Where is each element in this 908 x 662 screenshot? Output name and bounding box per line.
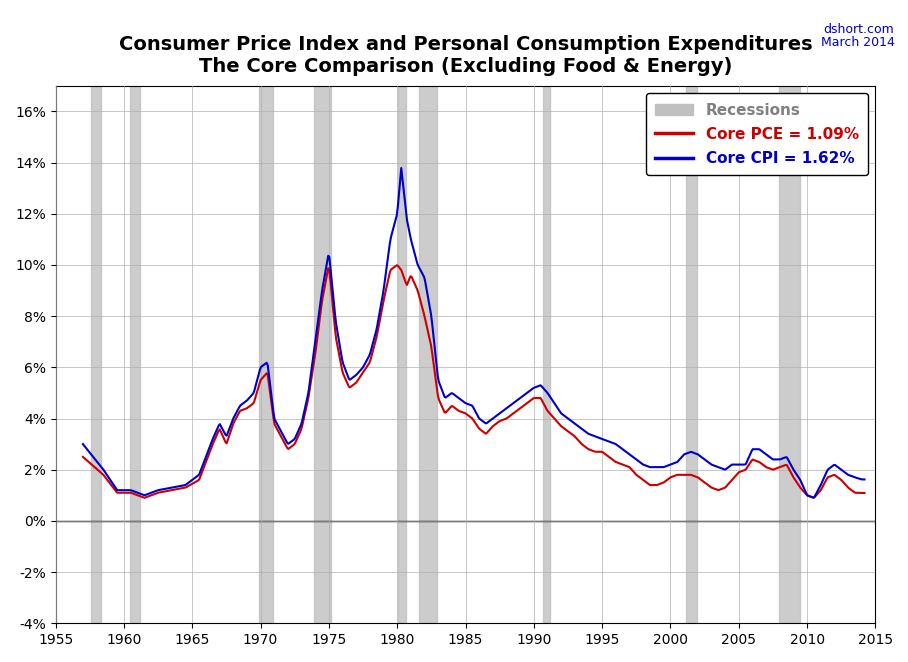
Legend: Recessions, Core PCE = 1.09%, Core CPI = 1.62%: Recessions, Core PCE = 1.09%, Core CPI =… [646,93,868,175]
Bar [419,86,437,624]
Text: dshort.com: dshort.com [824,23,894,36]
Text: March 2014: March 2014 [821,36,894,50]
Bar [314,86,331,624]
Bar [260,86,273,624]
Bar [91,86,101,624]
Bar [779,86,800,624]
Bar [399,86,407,624]
Bar [543,86,550,624]
Title: Consumer Price Index and Personal Consumption Expenditures
The Core Comparison (: Consumer Price Index and Personal Consum… [119,35,813,76]
Bar [686,86,696,624]
Bar [130,86,140,624]
